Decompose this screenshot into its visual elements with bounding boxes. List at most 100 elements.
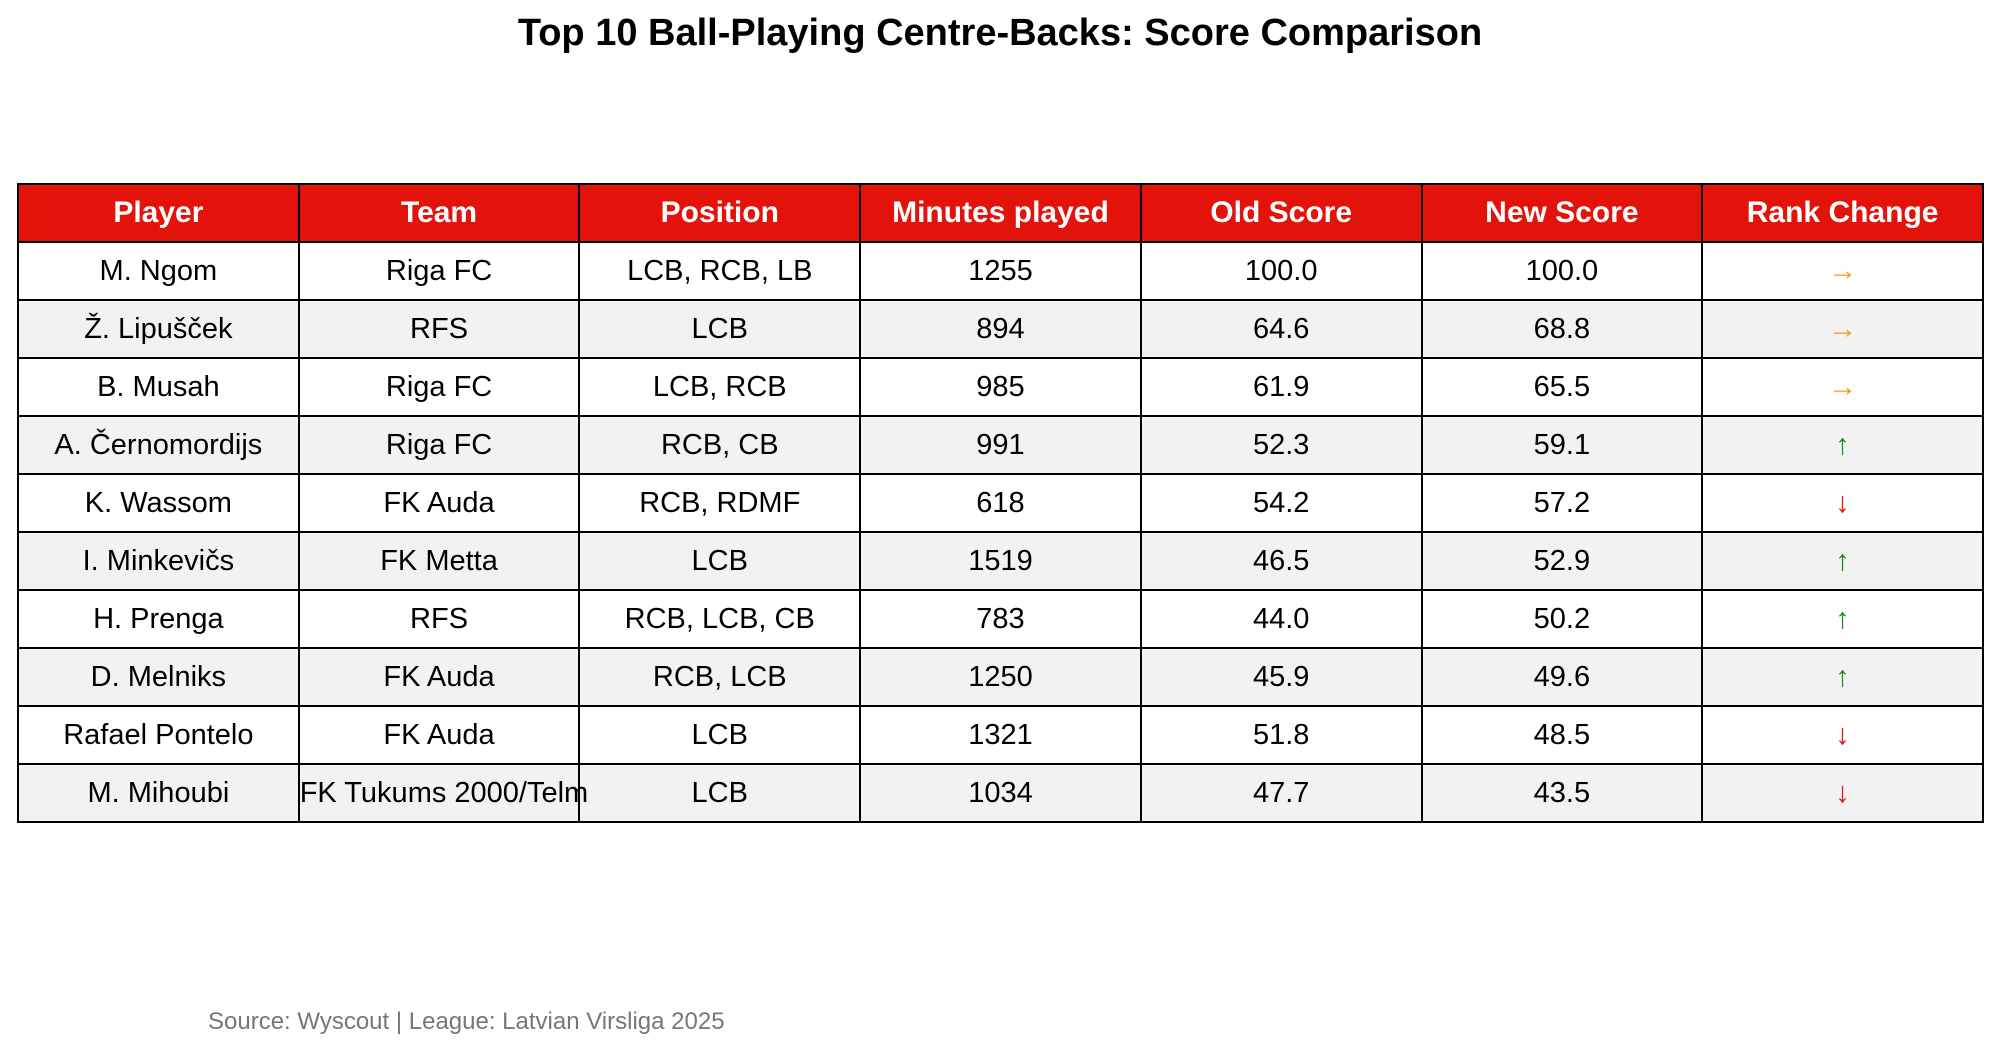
cell-position: LCB <box>578 299 862 359</box>
table-row: D. Melniks FK Auda RCB, LCB 1250 45.9 49.6 ↑ <box>17 647 1984 707</box>
table-header-row: Player Team Position Minutes played Old … <box>17 183 1984 243</box>
cell-old-score: 64.6 <box>1139 299 1423 359</box>
cell-new-score: 52.9 <box>1420 531 1704 591</box>
cell-position: RCB, RDMF <box>578 473 862 533</box>
cell-team: Riga FC <box>297 241 581 301</box>
cell-old-score: 61.9 <box>1139 357 1423 417</box>
score-comparison-table: Player Team Position Minutes played Old … <box>17 183 1984 823</box>
cell-position: LCB, RCB, LB <box>578 241 862 301</box>
arrow-right-icon: → <box>1828 370 1858 403</box>
cell-rank-change: → <box>1701 241 1984 301</box>
cell-new-score: 57.2 <box>1420 473 1704 533</box>
cell-player: I. Minkevičs <box>17 531 300 591</box>
cell-old-score: 100.0 <box>1139 241 1423 301</box>
table-row: M. Mihoubi FK Tukums 2000/Telm LCB 1034 47.7… <box>17 763 1984 823</box>
cell-rank-change: ↓ <box>1701 763 1984 823</box>
cell-minutes-played: 783 <box>859 589 1142 649</box>
source-note: Source: Wyscout | League: Latvian Virsli… <box>208 1008 725 1035</box>
cell-minutes-played: 991 <box>859 415 1142 475</box>
table-row: Ž. Lipušček RFS LCB 894 64.6 68.8 → <box>17 299 1984 359</box>
cell-team: Riga FC <box>297 357 581 417</box>
cell-team: FK Auda <box>297 647 581 707</box>
cell-player: M. Mihoubi <box>17 763 300 823</box>
cell-rank-change: ↓ <box>1701 705 1984 765</box>
chart-title: Top 10 Ball-Playing Centre-Backs: Score … <box>517 12 1483 54</box>
arrow-up-icon: ↑ <box>1835 428 1850 461</box>
cell-old-score: 44.0 <box>1139 589 1423 649</box>
cell-position: LCB <box>578 763 862 823</box>
table-row: I. Minkevičs FK Metta LCB 1519 46.5 52.9 ↑ <box>17 531 1984 591</box>
table-body: M. Ngom Riga FC LCB, RCB, LB 1255 100.0 100.0… <box>17 241 1984 823</box>
cell-player: Ž. Lipušček <box>17 299 300 359</box>
table-row: H. Prenga RFS RCB, LCB, CB 783 44.0 50.2 ↑ <box>17 589 1984 649</box>
cell-new-score: 100.0 <box>1420 241 1704 301</box>
cell-player: K. Wassom <box>17 473 300 533</box>
cell-minutes-played: 894 <box>859 299 1142 359</box>
arrow-up-icon: ↑ <box>1835 602 1850 635</box>
column-header-player: Player <box>17 183 300 243</box>
cell-minutes-played: 1034 <box>859 763 1142 823</box>
cell-team: FK Auda <box>297 473 581 533</box>
arrow-right-icon: → <box>1828 312 1858 345</box>
cell-position: RCB, CB <box>578 415 862 475</box>
cell-team: RFS <box>297 299 581 359</box>
arrow-up-icon: ↑ <box>1835 660 1850 693</box>
table-row: A. Černomordijs Riga FC RCB, CB 991 52.3 59.1… <box>17 415 1984 475</box>
cell-team: FK Metta <box>297 531 581 591</box>
table-row: K. Wassom FK Auda RCB, RDMF 618 54.2 57.2 ↓ <box>17 473 1984 533</box>
cell-new-score: 49.6 <box>1420 647 1704 707</box>
cell-team: RFS <box>297 589 581 649</box>
column-header-new-score: New Score <box>1420 183 1704 243</box>
cell-rank-change: ↑ <box>1701 647 1984 707</box>
cell-team: FK Tukums 2000/Telm <box>297 763 588 823</box>
cell-new-score: 65.5 <box>1420 357 1704 417</box>
cell-old-score: 51.8 <box>1139 705 1423 765</box>
cell-rank-change: → <box>1701 357 1984 417</box>
cell-old-score: 46.5 <box>1139 531 1423 591</box>
cell-rank-change: ↑ <box>1701 415 1984 475</box>
cell-rank-change: → <box>1701 299 1984 359</box>
cell-new-score: 50.2 <box>1420 589 1704 649</box>
cell-player: H. Prenga <box>17 589 300 649</box>
cell-rank-change: ↑ <box>1701 531 1984 591</box>
cell-new-score: 59.1 <box>1420 415 1704 475</box>
cell-new-score: 43.5 <box>1420 763 1704 823</box>
cell-new-score: 48.5 <box>1420 705 1704 765</box>
column-header-old-score: Old Score <box>1139 183 1423 243</box>
cell-minutes-played: 1250 <box>859 647 1142 707</box>
cell-minutes-played: 1519 <box>859 531 1142 591</box>
cell-position: RCB, LCB <box>578 647 862 707</box>
column-header-rank-change: Rank Change <box>1701 183 1984 243</box>
cell-new-score: 68.8 <box>1420 299 1704 359</box>
arrow-right-icon: → <box>1828 254 1858 287</box>
cell-old-score: 45.9 <box>1139 647 1423 707</box>
cell-old-score: 54.2 <box>1139 473 1423 533</box>
cell-position: LCB, RCB <box>578 357 862 417</box>
cell-minutes-played: 618 <box>859 473 1142 533</box>
arrow-down-icon: ↓ <box>1835 486 1850 519</box>
cell-position: LCB <box>578 531 862 591</box>
cell-old-score: 52.3 <box>1139 415 1423 475</box>
cell-position: RCB, LCB, CB <box>578 589 862 649</box>
table-row: B. Musah Riga FC LCB, RCB 985 61.9 65.5 → <box>17 357 1984 417</box>
cell-rank-change: ↓ <box>1701 473 1984 533</box>
cell-player: A. Černomordijs <box>17 415 300 475</box>
cell-minutes-played: 1321 <box>859 705 1142 765</box>
arrow-down-icon: ↓ <box>1835 776 1850 809</box>
cell-player: Rafael Pontelo <box>17 705 300 765</box>
column-header-minutes-played: Minutes played <box>859 183 1142 243</box>
table-row: M. Ngom Riga FC LCB, RCB, LB 1255 100.0 100.0… <box>17 241 1984 301</box>
column-header-team: Team <box>297 183 581 243</box>
cell-team: FK Auda <box>297 705 581 765</box>
cell-position: LCB <box>578 705 862 765</box>
cell-team: Riga FC <box>297 415 581 475</box>
cell-player: M. Ngom <box>17 241 300 301</box>
arrow-up-icon: ↑ <box>1835 544 1850 577</box>
column-header-position: Position <box>578 183 862 243</box>
cell-player: D. Melniks <box>17 647 300 707</box>
cell-minutes-played: 1255 <box>859 241 1142 301</box>
cell-old-score: 47.7 <box>1139 763 1423 823</box>
cell-player: B. Musah <box>17 357 300 417</box>
table-row: Rafael Pontelo FK Auda LCB 1321 51.8 48.5 ↓ <box>17 705 1984 765</box>
arrow-down-icon: ↓ <box>1835 718 1850 751</box>
